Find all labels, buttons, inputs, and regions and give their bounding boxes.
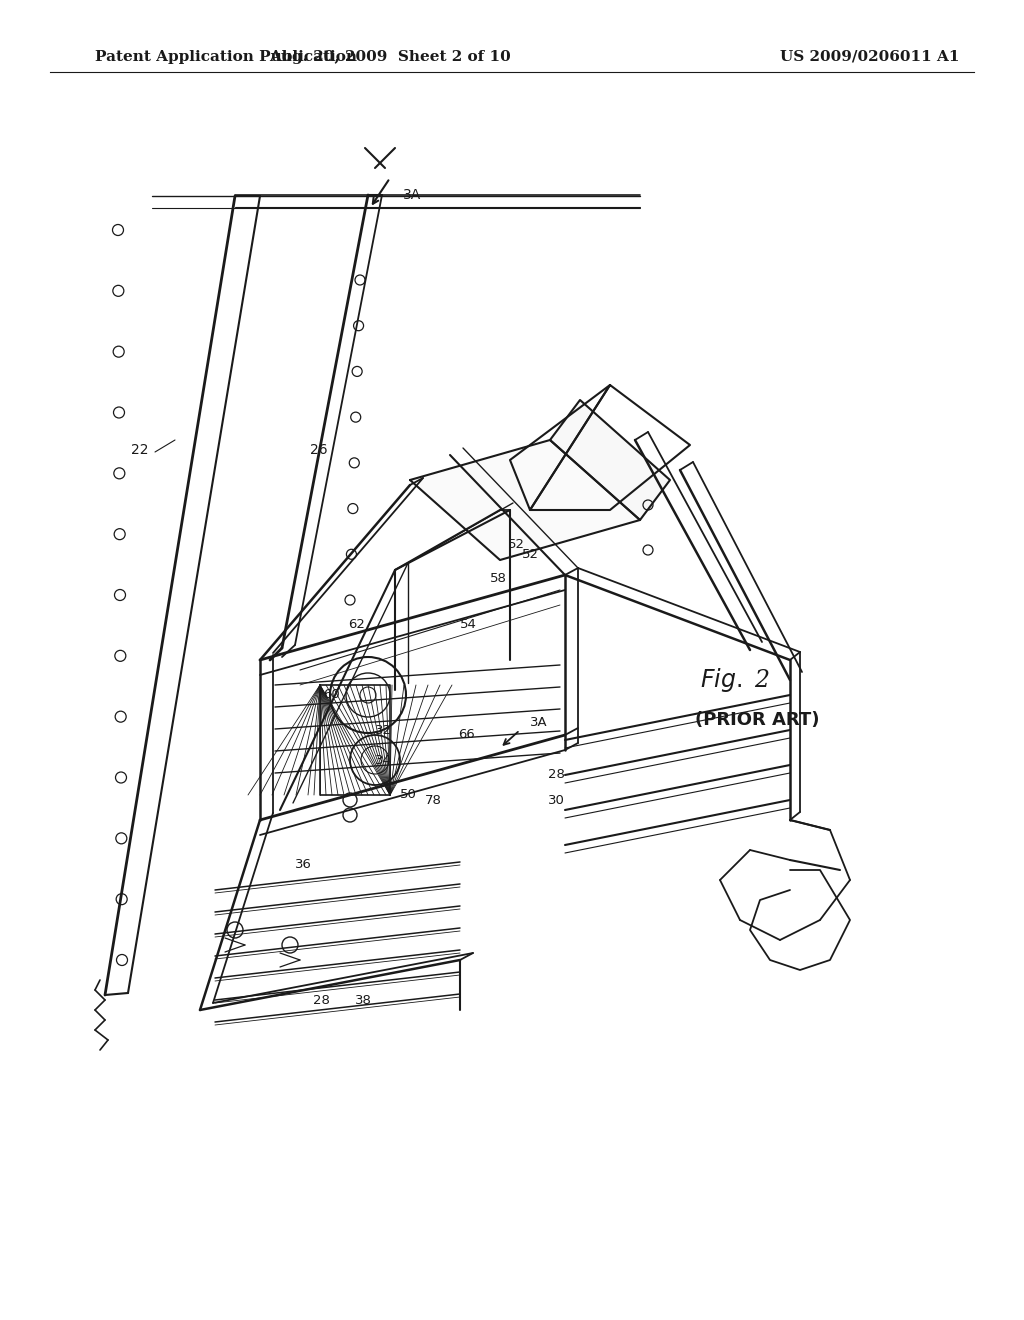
Text: 28: 28 <box>548 768 565 781</box>
Text: 36: 36 <box>295 858 312 871</box>
Text: 50: 50 <box>400 788 417 801</box>
Text: 66: 66 <box>458 729 475 742</box>
Text: 22: 22 <box>130 444 148 457</box>
Text: 78: 78 <box>425 793 442 807</box>
Text: 52: 52 <box>522 549 539 561</box>
Text: 34: 34 <box>375 754 392 767</box>
Text: Aug. 20, 2009  Sheet 2 of 10: Aug. 20, 2009 Sheet 2 of 10 <box>269 50 511 63</box>
Text: 38: 38 <box>355 994 372 1006</box>
Text: 26: 26 <box>310 444 328 457</box>
Text: 62: 62 <box>348 619 365 631</box>
Text: $\mathit{Fig.}$ 2: $\mathit{Fig.}$ 2 <box>700 667 770 694</box>
Text: 28: 28 <box>313 994 330 1006</box>
Polygon shape <box>550 400 670 520</box>
Text: 3A: 3A <box>403 187 421 202</box>
Text: 58: 58 <box>490 572 507 585</box>
Text: 60: 60 <box>324 689 340 701</box>
Text: 3A: 3A <box>530 717 548 730</box>
Text: US 2009/0206011 A1: US 2009/0206011 A1 <box>780 50 959 63</box>
Polygon shape <box>410 440 640 560</box>
Text: 30: 30 <box>548 793 565 807</box>
Text: (PRIOR ART): (PRIOR ART) <box>695 711 819 729</box>
Text: 32: 32 <box>375 723 392 737</box>
Text: 54: 54 <box>460 619 477 631</box>
Text: 52: 52 <box>508 539 525 552</box>
Text: Patent Application Publication: Patent Application Publication <box>95 50 357 63</box>
